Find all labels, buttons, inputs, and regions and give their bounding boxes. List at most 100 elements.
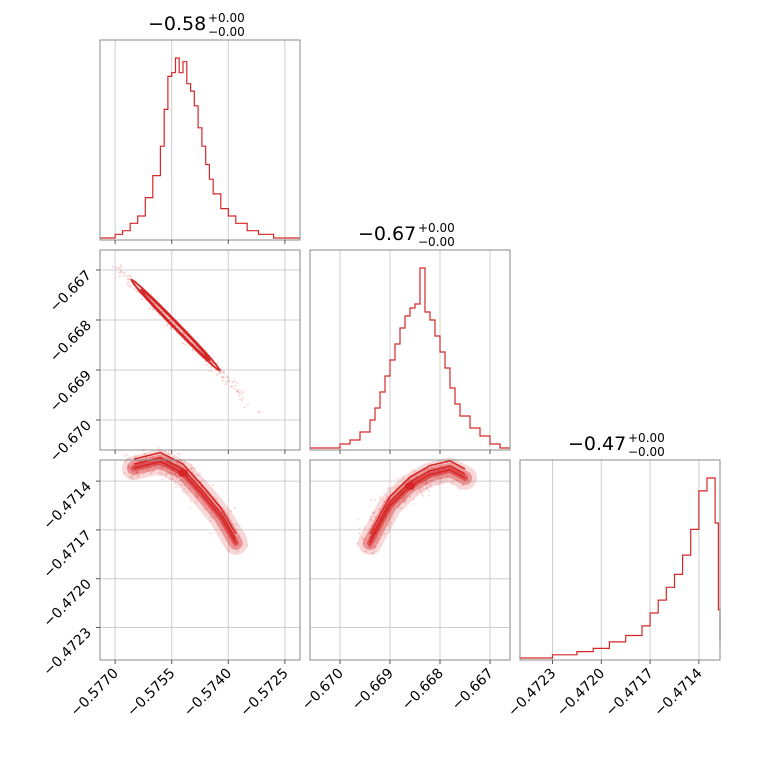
title-value: −0.47 (568, 433, 626, 455)
density-peak (405, 482, 415, 491)
histogram-step (310, 267, 510, 449)
x-tick-label: −0.5725 (237, 666, 291, 720)
scatter-point (421, 488, 424, 491)
scatter-point (402, 478, 405, 481)
density-contour (133, 451, 237, 535)
scatter-point (221, 370, 224, 373)
scatter-point (118, 275, 121, 278)
scatter-point (124, 271, 127, 274)
scatter-point (414, 470, 417, 474)
scatter-point (130, 476, 133, 479)
scatter-point (162, 467, 165, 470)
title-upper: +0.00 (628, 431, 665, 445)
scatter-point (183, 333, 186, 336)
scatter-point (142, 468, 145, 471)
scatter-point (461, 484, 464, 487)
scatter-point (135, 470, 138, 473)
scatter-point (191, 348, 194, 351)
scatter-point (371, 545, 374, 548)
scatter-point (231, 523, 234, 526)
scatter-point (175, 477, 179, 480)
scatter-point (374, 545, 377, 548)
scatter-point (390, 510, 393, 513)
scatter-point (412, 498, 416, 501)
scatter-point (128, 475, 131, 479)
scatter-point (149, 456, 152, 459)
scatter-point (195, 494, 198, 498)
scatter-point (386, 523, 389, 526)
scatter-point (385, 497, 388, 500)
scatter-point (135, 471, 138, 474)
scatter-panel-3-1 (96, 446, 301, 664)
scatter-point (230, 385, 233, 388)
scatter-point (169, 326, 173, 329)
scatter-point (137, 471, 140, 475)
scatter-point (419, 488, 422, 491)
scatter-point (382, 499, 385, 502)
scatter-point (169, 472, 172, 475)
scatter-point (130, 475, 133, 478)
scatter-point (390, 486, 393, 489)
scatter-point (372, 511, 375, 514)
scatter-point (368, 545, 371, 548)
scatter-point (402, 500, 405, 503)
scatter-point (127, 464, 130, 467)
scatter-point (223, 509, 226, 512)
scatter-point (145, 468, 148, 471)
scatter-point (216, 373, 219, 377)
scatter-point (173, 473, 176, 476)
scatter-point (424, 487, 427, 490)
scatter-point (222, 507, 225, 510)
scatter-point (135, 472, 138, 475)
scatter-point (184, 343, 187, 346)
scatter-point (149, 471, 152, 475)
scatter-point (142, 472, 145, 475)
scatter-point (420, 493, 423, 496)
scatter-point (387, 487, 390, 490)
title-upper: +0.00 (208, 11, 245, 25)
scatter-point (368, 527, 372, 531)
scatter-point (449, 475, 452, 478)
scatter-point (230, 509, 233, 512)
scatter-point (358, 527, 361, 530)
scatter-point (174, 486, 178, 489)
scatter-point (371, 552, 374, 555)
scatter-point (369, 546, 372, 549)
scatter-point (159, 465, 162, 468)
scatter-point (174, 472, 177, 475)
scatter-point (399, 506, 402, 510)
scatter-point (135, 476, 139, 479)
scatter-point (427, 482, 430, 485)
scatter-point (389, 491, 392, 494)
scatter-point (422, 494, 425, 498)
scatter-point (144, 471, 147, 474)
scatter-point (425, 486, 429, 490)
scatter-point (150, 306, 153, 309)
scatter-point (183, 484, 186, 487)
scatter-point (126, 453, 129, 456)
scatter-point (446, 476, 449, 479)
scatter-point (404, 497, 407, 500)
scatter-point (408, 495, 412, 499)
scatter-point (367, 545, 370, 548)
scatter-point (233, 387, 236, 391)
scatter-point (119, 271, 122, 274)
scatter-point (387, 524, 390, 527)
scatter-point (374, 540, 377, 543)
scatter-point (211, 516, 214, 520)
scatter-point (218, 371, 221, 374)
scatter-point (234, 384, 237, 387)
scatter-point (209, 520, 212, 523)
scatter-point (439, 464, 442, 467)
scatter-point (213, 516, 216, 519)
scatter-point (392, 508, 395, 511)
scatter-point (371, 524, 374, 527)
scatter-point (458, 488, 461, 491)
scatter-point (377, 538, 380, 541)
scatter-point (191, 467, 194, 470)
scatter-point (392, 506, 395, 509)
title-diag-3: −0.47 +0.00 −0.00 (568, 431, 665, 459)
scatter-point (152, 308, 155, 311)
scatter-point (136, 289, 139, 292)
scatter-point (405, 495, 408, 498)
